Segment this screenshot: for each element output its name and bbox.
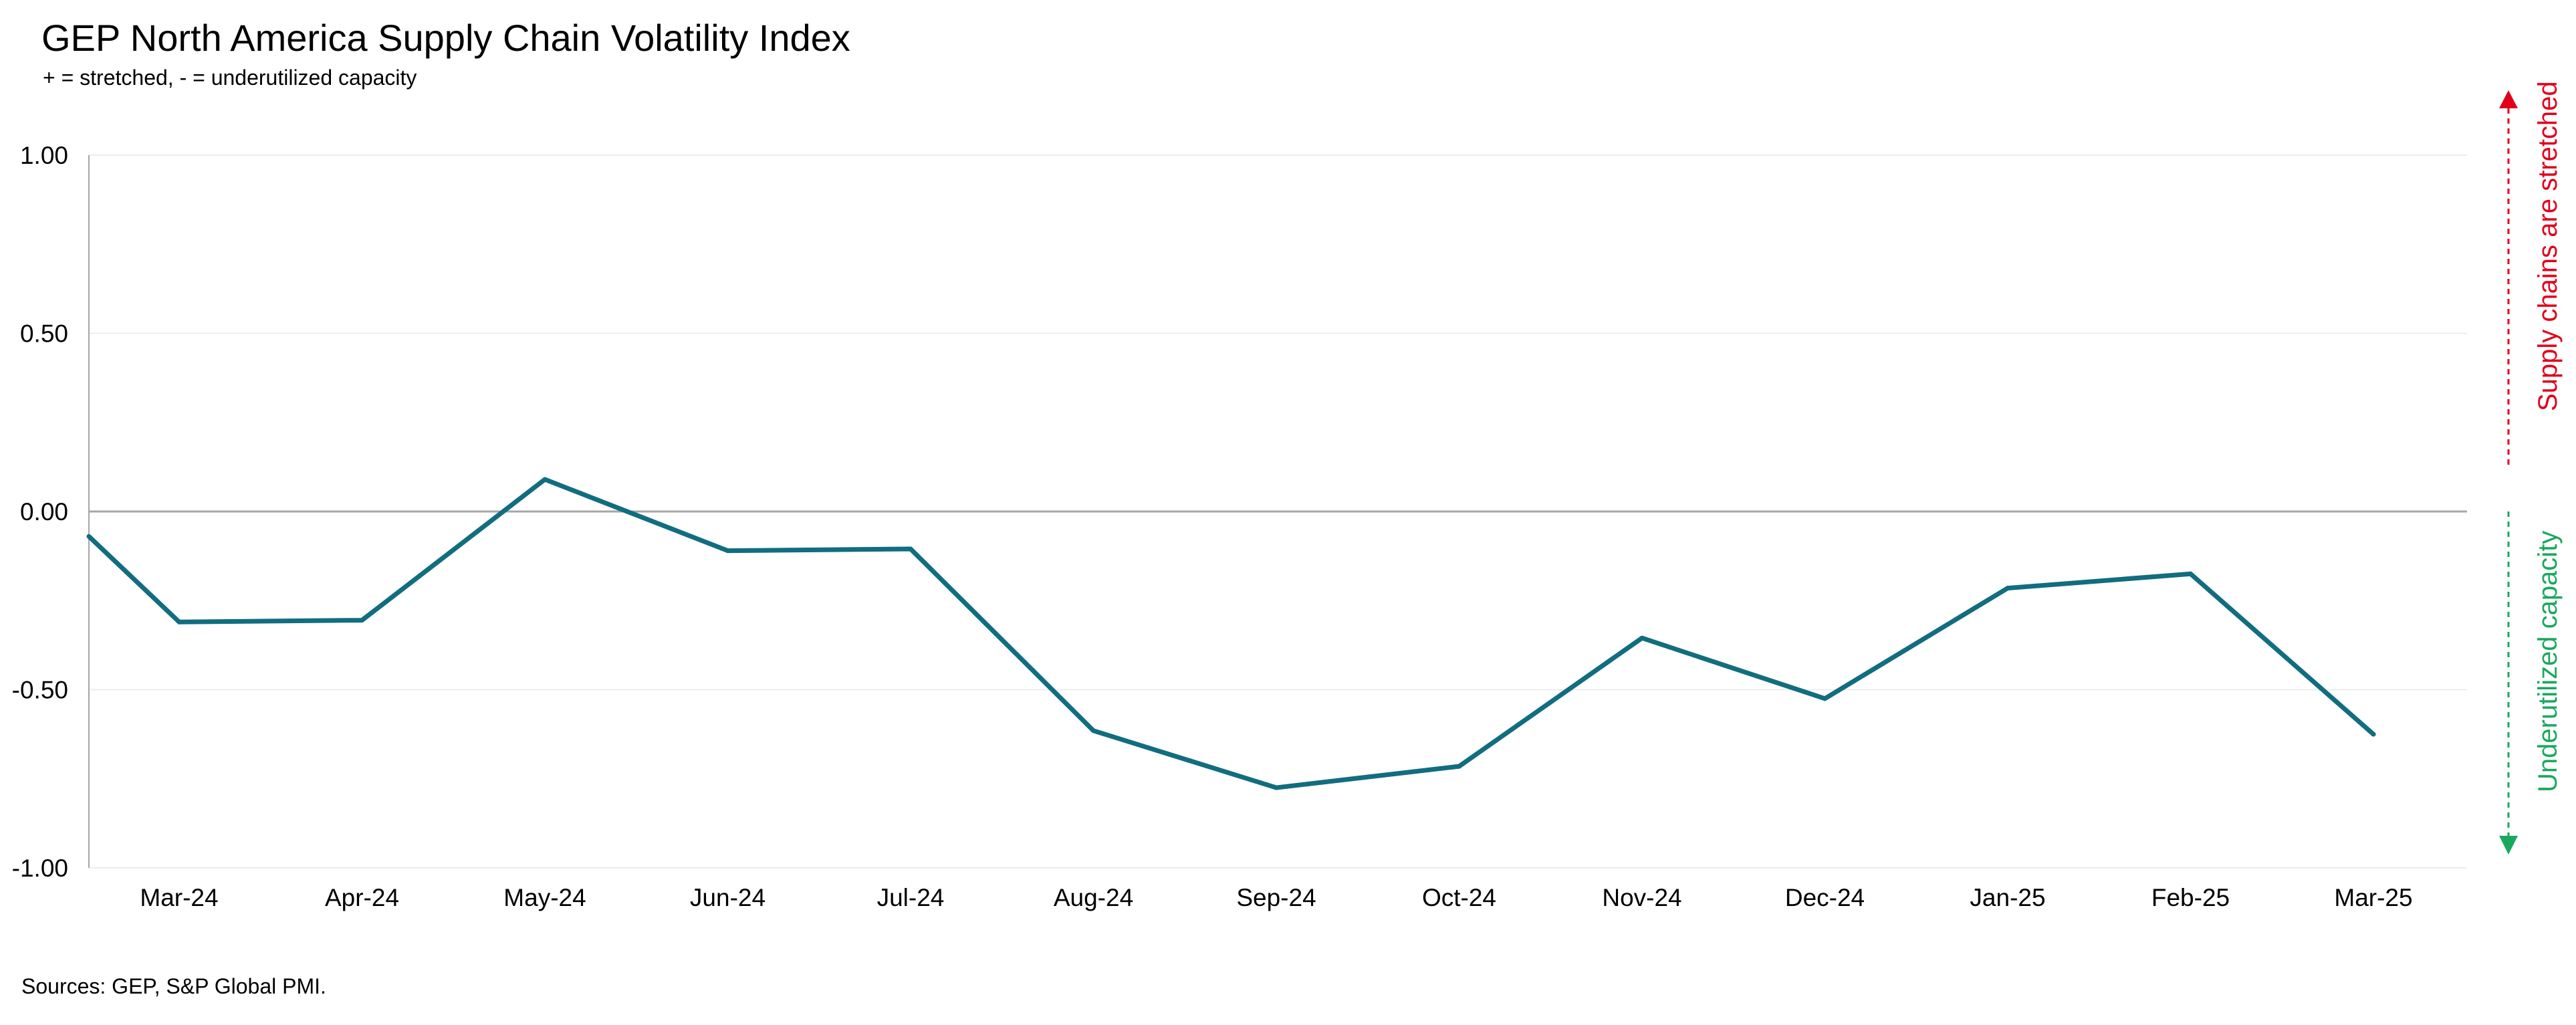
y-tick-label: 1.00: [20, 142, 68, 169]
data-point: [725, 548, 730, 554]
series-line: [86, 477, 2376, 790]
stretched-label: Supply chains are stretched: [2533, 81, 2563, 411]
x-axis-ticks: Mar-24 Apr-24 May-24 Jun-24 Jul-24 Aug-24 Sep-…: [140, 884, 2412, 911]
underutilized-arrow-head: [2499, 836, 2518, 855]
x-tick-label: Mar-25: [2334, 884, 2412, 911]
x-tick-label: Oct-24: [1422, 884, 1496, 911]
data-point: [908, 546, 913, 552]
chart-title: GEP North America Supply Chain Volatilit…: [41, 17, 850, 59]
y-tick-label: 0.00: [20, 498, 68, 526]
x-tick-label: Feb-25: [2151, 884, 2230, 911]
data-point: [2005, 586, 2010, 591]
data-point: [1457, 764, 1461, 769]
y-tick-label: 0.50: [20, 320, 68, 348]
source-note: Sources: GEP, S&P Global PMI.: [21, 974, 326, 998]
y-tick-label: -0.50: [12, 677, 68, 704]
x-tick-label: Apr-24: [325, 884, 399, 911]
stretched-arrow-head: [2499, 90, 2518, 108]
data-point: [1091, 728, 1096, 733]
series: [86, 477, 2376, 790]
data-point: [1823, 696, 1827, 701]
data-point: [2188, 571, 2193, 576]
y-tick-label: -1.00: [12, 855, 68, 882]
data-point: [360, 618, 364, 623]
x-tick-label: Sep-24: [1236, 884, 1316, 911]
x-tick-label: Nov-24: [1602, 884, 1681, 911]
gridlines: [89, 154, 2467, 869]
underutilized-label: Underutilized capacity: [2533, 531, 2563, 792]
x-tick-label: Jan-25: [1970, 884, 2045, 911]
chart-subtitle: + = stretched, - = underutilized capacit…: [43, 66, 417, 90]
side-annotations: Supply chains are stretched Underutilize…: [2499, 81, 2563, 855]
x-tick-label: Jul-24: [877, 884, 945, 911]
data-point: [2371, 731, 2376, 737]
axes: [88, 155, 2467, 868]
data-point: [177, 619, 182, 624]
y-axis-ticks: 1.00 0.50 0.00 -0.50 -1.00: [12, 142, 68, 882]
x-tick-label: Jun-24: [690, 884, 766, 911]
data-point: [542, 477, 548, 482]
data-point: [1274, 785, 1279, 790]
x-tick-label: Dec-24: [1785, 884, 1865, 911]
x-tick-label: May-24: [503, 884, 586, 911]
x-tick-label: Mar-24: [140, 884, 218, 911]
data-point: [1639, 635, 1645, 641]
x-tick-label: Aug-24: [1054, 884, 1133, 911]
